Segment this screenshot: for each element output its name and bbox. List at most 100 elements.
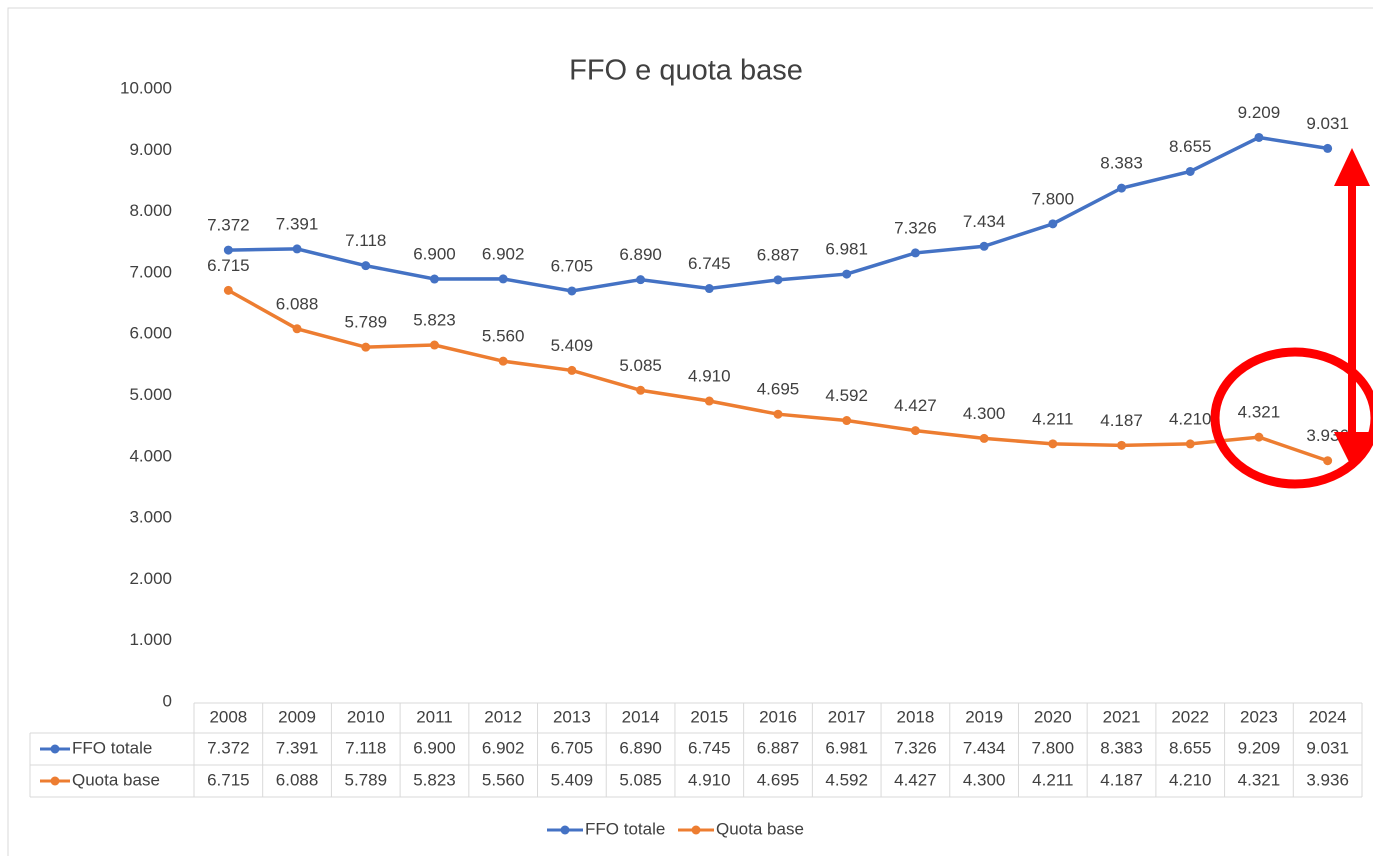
data-point — [842, 269, 852, 279]
y-tick-label: 9.000 — [129, 140, 172, 159]
data-point — [292, 244, 302, 254]
y-tick-label: 1.000 — [129, 630, 172, 649]
data-point — [773, 409, 783, 419]
x-tick-label: 2022 — [1171, 707, 1209, 726]
table-cell: 4.187 — [1100, 770, 1143, 789]
data-label: 6.902 — [482, 244, 525, 263]
data-label: 9.209 — [1238, 103, 1281, 122]
data-point — [498, 356, 508, 366]
data-label: 6.088 — [276, 294, 319, 313]
data-label: 4.300 — [963, 404, 1006, 423]
table-cell: 8.383 — [1100, 738, 1143, 757]
data-point — [567, 286, 577, 296]
table-cell: 4.910 — [688, 770, 731, 789]
chart-border — [7, 7, 1373, 856]
data-label: 6.900 — [413, 245, 456, 264]
data-label: 7.118 — [345, 231, 386, 250]
data-point — [1254, 432, 1264, 442]
y-tick-label: 0 — [163, 691, 172, 710]
table-cell: 4.300 — [963, 770, 1006, 789]
data-label: 7.391 — [276, 214, 319, 233]
x-tick-label: 2014 — [622, 707, 660, 726]
annotation-ellipse — [1210, 347, 1373, 489]
data-point — [773, 275, 783, 285]
y-tick-label: 2.000 — [129, 569, 172, 588]
annotation-overlay — [1210, 148, 1373, 489]
annotation-arrowhead — [1334, 432, 1370, 468]
table-cell: 6.745 — [688, 738, 731, 757]
table-cell: 6.900 — [413, 738, 456, 757]
x-tick-label: 2010 — [347, 707, 385, 726]
data-label: 4.187 — [1100, 411, 1143, 430]
table-cell: 6.705 — [551, 738, 594, 757]
data-point — [429, 340, 439, 350]
y-tick-label: 5.000 — [129, 385, 172, 404]
y-tick-label: 10.000 — [120, 78, 172, 97]
data-point — [704, 284, 714, 294]
data-point — [1117, 440, 1127, 450]
data-label: 4.910 — [688, 367, 731, 386]
table-cell: 6.981 — [825, 738, 868, 757]
y-tick-label: 6.000 — [129, 324, 172, 343]
table-cell: 7.118 — [345, 738, 386, 757]
legend-key-marker — [691, 825, 701, 835]
data-point — [910, 248, 920, 258]
data-point — [361, 261, 371, 271]
table-cell: 4.211 — [1032, 770, 1073, 789]
series-line — [227, 288, 1329, 463]
data-label: 8.383 — [1100, 154, 1143, 173]
data-point — [1323, 143, 1333, 153]
table-cell: 7.326 — [894, 738, 937, 757]
data-label: 9.031 — [1306, 114, 1349, 133]
data-point — [429, 274, 439, 284]
data-point — [636, 385, 646, 395]
table-cell: 5.560 — [482, 770, 525, 789]
data-point — [223, 245, 233, 255]
data-point — [704, 396, 714, 406]
data-point — [498, 274, 508, 284]
x-tick-label: 2013 — [553, 707, 591, 726]
data-label: 4.592 — [825, 386, 868, 405]
table-cell: 5.789 — [344, 770, 387, 789]
x-tick-label: 2012 — [484, 707, 522, 726]
data-label: 5.789 — [344, 313, 387, 332]
data-label: 6.705 — [551, 256, 594, 275]
legend-key-marker — [50, 776, 60, 786]
x-tick-label: 2021 — [1103, 707, 1141, 726]
data-point — [567, 365, 577, 375]
table-cell: 7.391 — [276, 738, 319, 757]
x-tick-label: 2017 — [828, 707, 866, 726]
x-tick-label: 2015 — [690, 707, 728, 726]
data-label: 4.211 — [1032, 409, 1073, 428]
table-cell: 6.902 — [482, 738, 525, 757]
table-cell: 5.823 — [413, 770, 456, 789]
x-tick-label: 2009 — [278, 707, 316, 726]
data-label: 6.981 — [825, 240, 868, 259]
data-point — [1254, 132, 1264, 142]
table-cell: 6.715 — [207, 770, 250, 789]
table-cell: 7.800 — [1032, 738, 1075, 757]
x-tick-label: 2020 — [1034, 707, 1072, 726]
table-row-label: FFO totale — [72, 738, 152, 757]
data-point — [636, 275, 646, 285]
data-point — [842, 416, 852, 426]
data-point — [1323, 456, 1333, 466]
data-point — [1048, 439, 1058, 449]
chart-title: FFO e quota base — [569, 55, 803, 87]
table-cell: 4.427 — [894, 770, 937, 789]
data-label: 6.890 — [619, 245, 662, 264]
data-label: 4.210 — [1169, 409, 1212, 428]
series-line — [228, 135, 1328, 293]
x-tick-label: 2018 — [896, 707, 934, 726]
table-cell: 7.372 — [207, 738, 250, 757]
table-cell: 5.409 — [551, 770, 594, 789]
table-cell: 4.592 — [825, 770, 868, 789]
table-cell: 4.210 — [1169, 770, 1212, 789]
y-tick-label: 7.000 — [129, 262, 172, 281]
x-tick-label: 2011 — [416, 707, 453, 726]
legend-key-marker — [560, 825, 570, 835]
table-cell: 4.695 — [757, 770, 800, 789]
table-cell: 6.088 — [276, 770, 319, 789]
data-point — [361, 342, 371, 352]
